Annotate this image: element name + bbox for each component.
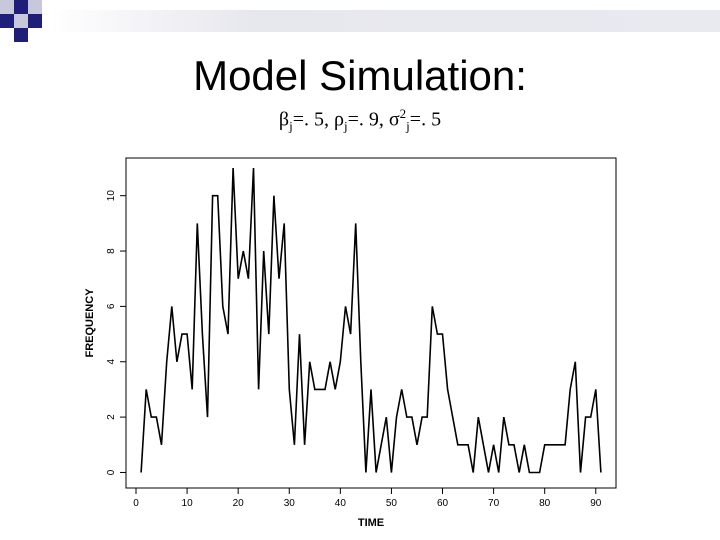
corner-square bbox=[28, 0, 42, 14]
rho-subscript: j bbox=[343, 118, 348, 134]
slide-subtitle: βj=. 5, ρj=. 9, σ2j=. 5 bbox=[0, 106, 720, 135]
x-tick-label: 0 bbox=[133, 498, 139, 509]
x-tick-label: 20 bbox=[233, 498, 245, 509]
corner-square bbox=[14, 14, 28, 28]
x-tick-label: 60 bbox=[437, 498, 449, 509]
x-tick-label: 30 bbox=[284, 498, 296, 509]
y-tick-label: 10 bbox=[106, 190, 117, 202]
slide-title: Model Simulation: bbox=[193, 52, 527, 99]
x-tick-label: 70 bbox=[488, 498, 500, 509]
plot-frame bbox=[125, 157, 617, 489]
beta-subscript: j bbox=[289, 118, 293, 134]
y-axis-label: FREQUENCY bbox=[84, 288, 96, 358]
rho-value: =. 9, bbox=[347, 108, 389, 131]
sigma-subscript: j bbox=[406, 118, 410, 134]
y-tick-label: 2 bbox=[106, 414, 117, 420]
y-axis: 0 2 4 6 8 10 bbox=[106, 190, 126, 475]
corner-square bbox=[0, 14, 14, 28]
y-tick-label: 6 bbox=[106, 303, 117, 309]
beta-symbol: β bbox=[278, 108, 290, 131]
sigma-superscript: 2 bbox=[399, 106, 407, 121]
y-tick-label: 0 bbox=[106, 469, 117, 475]
corner-decoration bbox=[0, 0, 60, 50]
x-axis-label: TIME bbox=[358, 517, 384, 529]
x-tick-label: 50 bbox=[386, 498, 398, 509]
rho-symbol: ρ bbox=[334, 108, 344, 131]
corner-square bbox=[14, 0, 28, 14]
corner-square bbox=[0, 0, 14, 14]
y-tick-label: 8 bbox=[106, 248, 117, 254]
sigma-symbol: σ bbox=[388, 108, 400, 131]
x-axis: 0 10 20 30 40 50 60 70 80 90 bbox=[133, 488, 602, 509]
corner-square bbox=[28, 14, 42, 28]
x-tick-label: 90 bbox=[590, 498, 602, 509]
beta-value: =. 5, bbox=[292, 108, 334, 131]
frequency-series-line bbox=[140, 167, 602, 474]
x-tick-label: 10 bbox=[182, 498, 194, 509]
header-gradient-bar bbox=[48, 10, 720, 32]
sigma-value: =. 5 bbox=[409, 108, 442, 131]
x-tick-label: 40 bbox=[335, 498, 347, 509]
x-tick-label: 80 bbox=[539, 498, 551, 509]
y-tick-label: 4 bbox=[106, 359, 117, 365]
corner-square bbox=[14, 28, 28, 42]
frequency-chart: 0 2 4 6 8 10 0 10 20 30 40 50 60 70 80 90 TIME FREQUEN… bbox=[78, 148, 623, 533]
chart-svg: 0 2 4 6 8 10 0 10 20 30 40 50 60 70 80 90 TIME FREQUEN… bbox=[84, 157, 617, 529]
